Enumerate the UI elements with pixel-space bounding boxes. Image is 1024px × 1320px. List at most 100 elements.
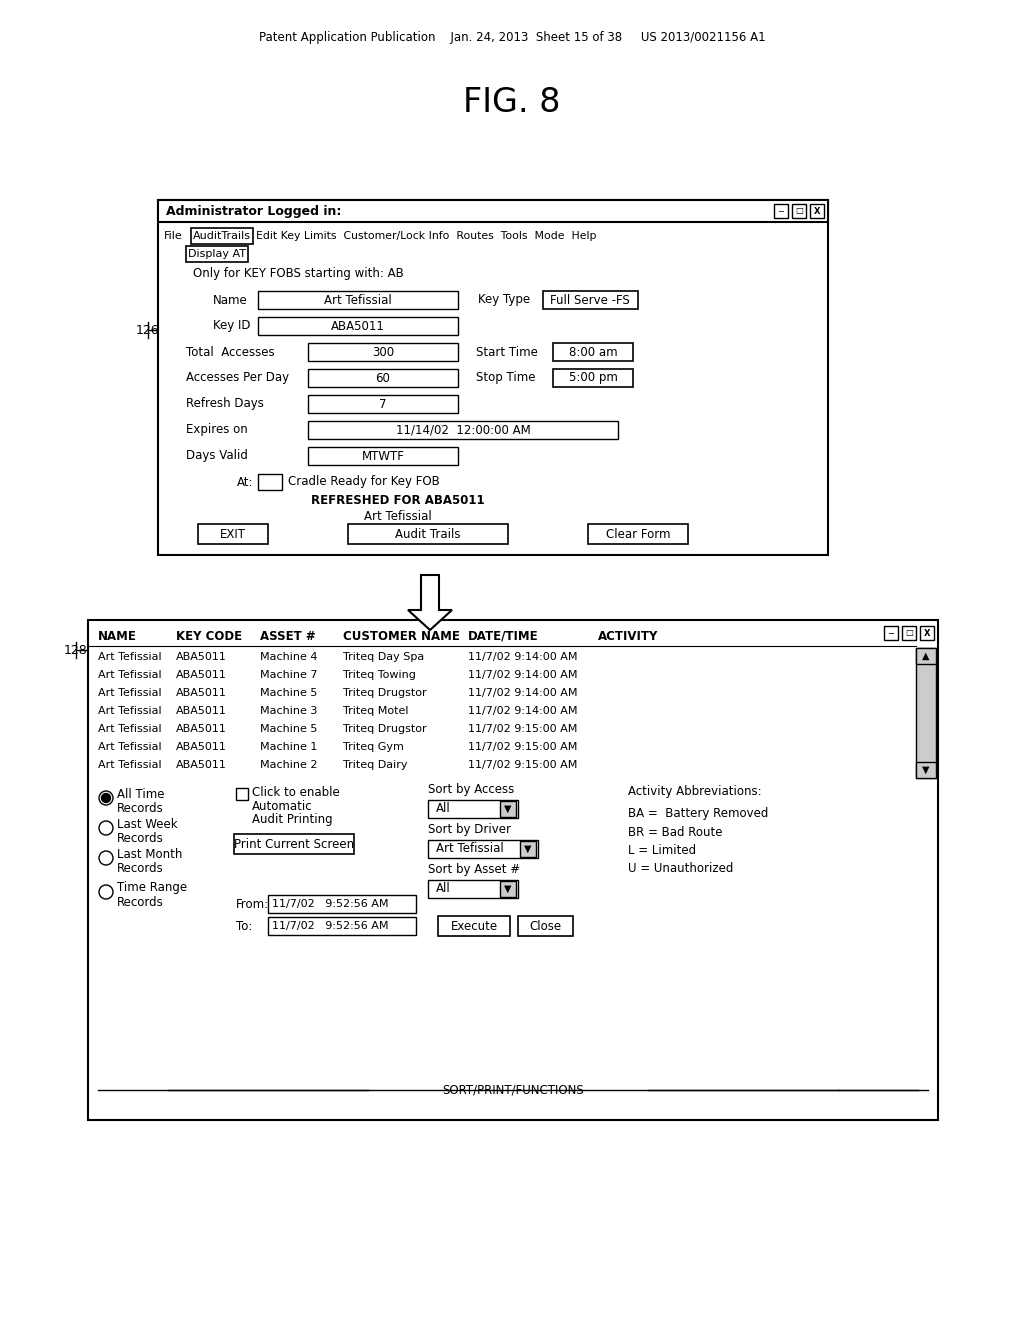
Text: Total  Accesses: Total Accesses: [186, 346, 274, 359]
Text: Activity Abbreviations:: Activity Abbreviations:: [628, 785, 762, 799]
Text: Print Current Screen: Print Current Screen: [233, 837, 354, 850]
Text: ABA5011: ABA5011: [176, 760, 227, 770]
Text: 60: 60: [376, 371, 390, 384]
Text: MTWTF: MTWTF: [361, 450, 404, 462]
Text: 11/7/02 9:14:00 AM: 11/7/02 9:14:00 AM: [468, 688, 578, 698]
Text: Triteq Gym: Triteq Gym: [343, 742, 403, 752]
Bar: [553, 343, 633, 360]
Text: KEY CODE: KEY CODE: [176, 630, 242, 643]
Text: 8:00 am: 8:00 am: [568, 346, 617, 359]
Bar: [543, 290, 638, 309]
Text: Audit Printing: Audit Printing: [252, 813, 333, 826]
Bar: [268, 895, 416, 913]
Text: Refresh Days: Refresh Days: [186, 397, 264, 411]
Text: Sort by Asset #: Sort by Asset #: [428, 863, 520, 876]
Text: Administrator Logged in:: Administrator Logged in:: [166, 205, 341, 218]
Text: Art Tefissial: Art Tefissial: [98, 688, 162, 698]
Text: ABA5011: ABA5011: [176, 706, 227, 715]
Bar: [308, 421, 618, 440]
Bar: [88, 648, 916, 777]
Text: L = Limited: L = Limited: [628, 843, 696, 857]
Bar: [308, 370, 458, 387]
Text: Records: Records: [117, 801, 164, 814]
Text: ABA5011: ABA5011: [176, 671, 227, 680]
Text: CUSTOMER NAME: CUSTOMER NAME: [343, 630, 460, 643]
Bar: [234, 834, 354, 854]
Bar: [308, 447, 458, 465]
Bar: [792, 205, 806, 218]
Bar: [88, 620, 938, 1119]
Bar: [774, 205, 788, 218]
Text: BR = Bad Route: BR = Bad Route: [628, 825, 723, 838]
Text: ▼: ▼: [504, 804, 512, 814]
Text: Key ID: Key ID: [213, 319, 251, 333]
Text: ─: ─: [778, 206, 783, 215]
Text: ABA5011: ABA5011: [176, 742, 227, 752]
Bar: [428, 840, 538, 858]
Text: Triteq Towing: Triteq Towing: [343, 671, 416, 680]
Bar: [308, 395, 458, 413]
Bar: [236, 788, 248, 800]
Bar: [186, 246, 248, 261]
Text: Triteq Dairy: Triteq Dairy: [343, 760, 408, 770]
Text: Automatic: Automatic: [252, 800, 312, 813]
Text: All: All: [436, 803, 451, 816]
Text: Art Tefissial: Art Tefissial: [98, 706, 162, 715]
Text: Art Tefissial: Art Tefissial: [98, 760, 162, 770]
Text: Art Tefissial: Art Tefissial: [365, 510, 432, 523]
Text: 11/7/02 9:15:00 AM: 11/7/02 9:15:00 AM: [468, 742, 578, 752]
Bar: [916, 648, 936, 664]
Bar: [520, 841, 536, 857]
Text: EXIT: EXIT: [220, 528, 246, 540]
Text: Full Serve -FS: Full Serve -FS: [550, 293, 630, 306]
Text: U = Unauthorized: U = Unauthorized: [628, 862, 733, 874]
Text: Machine 7: Machine 7: [260, 671, 317, 680]
Text: 128: 128: [63, 644, 88, 656]
Text: Art Tefissial: Art Tefissial: [436, 842, 504, 855]
Text: Expires on: Expires on: [186, 424, 248, 437]
Text: 5:00 pm: 5:00 pm: [568, 371, 617, 384]
Text: Name: Name: [213, 293, 248, 306]
Text: FIG. 8: FIG. 8: [463, 86, 561, 119]
Text: DATE/TIME: DATE/TIME: [468, 630, 539, 643]
Text: ▲: ▲: [923, 651, 930, 661]
Bar: [191, 228, 253, 244]
Text: X: X: [924, 628, 930, 638]
Text: Triteq Drugstor: Triteq Drugstor: [343, 723, 427, 734]
Text: Machine 3: Machine 3: [260, 706, 317, 715]
Bar: [518, 916, 573, 936]
Bar: [884, 626, 898, 640]
Circle shape: [101, 793, 111, 803]
Text: All Time: All Time: [117, 788, 165, 800]
Text: ─: ─: [889, 628, 894, 638]
Text: Records: Records: [117, 832, 164, 845]
Text: Machine 2: Machine 2: [260, 760, 317, 770]
Text: Triteq Day Spa: Triteq Day Spa: [343, 652, 424, 663]
Text: Edit Key Limits  Customer/Lock Info  Routes  Tools  Mode  Help: Edit Key Limits Customer/Lock Info Route…: [256, 231, 597, 242]
Text: BA =  Battery Removed: BA = Battery Removed: [628, 808, 768, 821]
Text: Sort by Driver: Sort by Driver: [428, 824, 511, 837]
Text: NAME: NAME: [98, 630, 137, 643]
Text: ACTIVITY: ACTIVITY: [598, 630, 658, 643]
Text: □: □: [905, 628, 913, 638]
Text: Last Week: Last Week: [117, 817, 177, 830]
Bar: [428, 800, 518, 818]
Text: File: File: [164, 231, 182, 242]
Bar: [268, 917, 416, 935]
Text: Sort by Access: Sort by Access: [428, 784, 514, 796]
Text: 11/7/02   9:52:56 AM: 11/7/02 9:52:56 AM: [272, 921, 388, 931]
Text: ABA5011: ABA5011: [331, 319, 385, 333]
Text: 11/14/02  12:00:00 AM: 11/14/02 12:00:00 AM: [395, 424, 530, 437]
Bar: [158, 201, 828, 222]
Text: Last Month: Last Month: [117, 847, 182, 861]
Text: REFRESHED FOR ABA5011: REFRESHED FOR ABA5011: [311, 494, 484, 507]
Text: Clear Form: Clear Form: [606, 528, 671, 540]
Text: SORT/PRINT/FUNCTIONS: SORT/PRINT/FUNCTIONS: [442, 1084, 584, 1097]
Text: Execute: Execute: [451, 920, 498, 932]
Text: Patent Application Publication    Jan. 24, 2013  Sheet 15 of 38     US 2013/0021: Patent Application Publication Jan. 24, …: [259, 30, 765, 44]
Text: AuditTrails: AuditTrails: [193, 231, 251, 242]
Text: Triteq Motel: Triteq Motel: [343, 706, 409, 715]
Bar: [258, 290, 458, 309]
Text: Triteq Drugstor: Triteq Drugstor: [343, 688, 427, 698]
Bar: [500, 880, 516, 898]
